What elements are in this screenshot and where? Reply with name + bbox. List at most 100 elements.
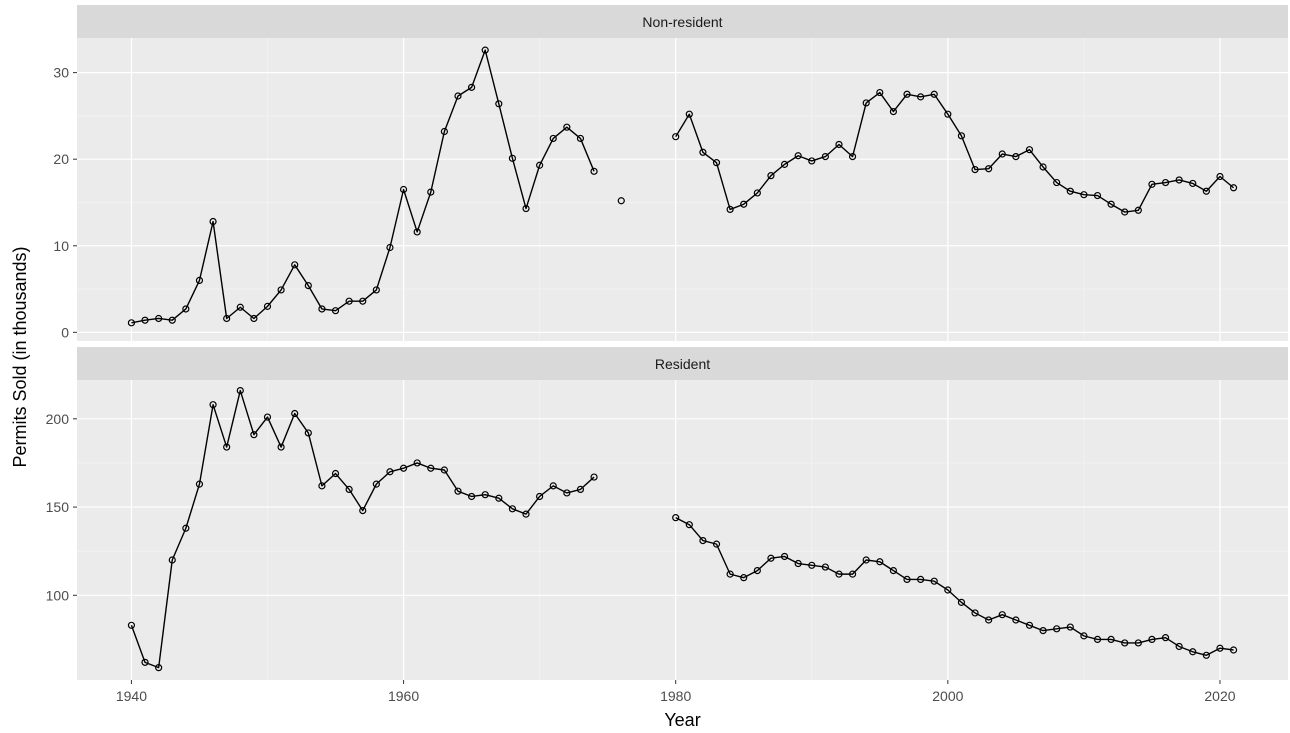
data-point-resident-1956 [345, 485, 353, 494]
y-tick-label-resident: 150 [46, 499, 70, 515]
data-point-non-resident-1948 [236, 303, 244, 311]
data-point-non-resident-1961 [413, 228, 421, 236]
data-point-non-resident-1993 [848, 153, 857, 161]
data-point-non-resident-1970 [536, 161, 544, 169]
data-point-resident-2012 [1107, 635, 1115, 644]
data-point-non-resident-1976 [617, 197, 625, 205]
data-point-resident-2014 [1134, 639, 1142, 647]
data-point-resident-1987 [767, 554, 775, 562]
strip-non-resident [77, 5, 1288, 38]
data-point-resident-2006 [1025, 621, 1034, 629]
data-point-non-resident-1971 [549, 134, 557, 143]
data-point-non-resident-1950 [263, 302, 272, 310]
y-tick-label-non-resident: 0 [61, 324, 69, 340]
data-point-non-resident-1963 [440, 127, 448, 136]
data-point-non-resident-1957 [359, 297, 367, 305]
data-point-non-resident-1946 [209, 217, 217, 226]
data-point-resident-2018 [1189, 648, 1197, 656]
y-tick-label-resident: 200 [46, 411, 70, 427]
data-point-resident-1972 [563, 489, 571, 497]
data-point-resident-1982 [699, 536, 707, 545]
series-layer-resident [77, 380, 1288, 680]
data-point-non-resident-1943 [168, 316, 176, 324]
data-point-non-resident-1992 [835, 140, 843, 149]
y-tick-label-non-resident: 30 [53, 65, 69, 81]
data-point-resident-1963 [440, 466, 448, 474]
data-point-resident-1974 [590, 473, 598, 481]
x-tick-label: 1980 [660, 688, 691, 704]
data-point-non-resident-1965 [468, 83, 476, 91]
data-point-non-resident-1991 [821, 153, 829, 161]
data-point-non-resident-1956 [345, 297, 353, 305]
data-point-resident-2009 [1066, 623, 1074, 631]
data-point-resident-1992 [835, 570, 843, 578]
data-point-resident-1986 [753, 566, 761, 575]
data-point-non-resident-1960 [399, 185, 408, 194]
data-point-non-resident-1994 [862, 99, 870, 107]
data-point-non-resident-2014 [1134, 206, 1142, 214]
data-point-non-resident-1987 [767, 172, 775, 180]
data-point-non-resident-1981 [685, 110, 693, 118]
data-point-non-resident-2012 [1107, 200, 1115, 208]
y-axis-title: Permits Sold (in thousands) [10, 246, 30, 467]
data-point-resident-1962 [427, 464, 435, 472]
data-point-non-resident-1964 [454, 92, 462, 100]
data-point-non-resident-1951 [277, 286, 285, 294]
data-point-non-resident-1940 [127, 319, 136, 327]
data-point-resident-2001 [957, 598, 966, 606]
data-point-resident-2010 [1080, 632, 1088, 640]
data-point-resident-1953 [304, 429, 312, 437]
data-point-resident-1984 [726, 570, 734, 578]
data-point-non-resident-1945 [195, 276, 204, 284]
data-point-non-resident-1949 [250, 314, 258, 323]
data-point-resident-1961 [413, 459, 421, 467]
data-point-non-resident-2002 [971, 165, 979, 174]
data-point-resident-1951 [277, 443, 285, 451]
panel-background-non-resident [77, 38, 1288, 341]
data-point-resident-1946 [209, 401, 217, 409]
data-point-resident-1970 [536, 492, 544, 501]
x-axis-title: Year [664, 710, 700, 730]
data-point-non-resident-2009 [1066, 187, 1074, 195]
data-point-non-resident-1959 [386, 243, 394, 252]
data-point-non-resident-2007 [1039, 163, 1047, 171]
data-point-non-resident-2006 [1025, 146, 1034, 154]
data-point-non-resident-1990 [808, 157, 816, 165]
data-point-non-resident-1973 [576, 134, 585, 143]
data-point-non-resident-2003 [985, 165, 993, 173]
data-point-resident-1948 [236, 386, 244, 395]
data-point-non-resident-1999 [930, 90, 938, 98]
data-point-resident-1999 [930, 577, 938, 585]
data-point-resident-2002 [971, 609, 979, 617]
data-point-resident-1967 [495, 494, 503, 502]
data-point-resident-2000 [944, 586, 952, 594]
data-point-resident-1983 [712, 540, 721, 548]
data-point-non-resident-1998 [917, 93, 925, 101]
data-point-resident-1945 [195, 480, 204, 488]
data-point-resident-1991 [821, 563, 829, 571]
data-point-resident-1960 [399, 464, 408, 472]
data-point-resident-1994 [862, 556, 870, 564]
data-point-resident-1973 [576, 485, 585, 494]
x-tick-label: 1960 [388, 688, 419, 704]
data-point-non-resident-2011 [1093, 191, 1102, 200]
data-point-resident-1952 [291, 409, 299, 418]
y-tick-label-non-resident: 10 [53, 238, 69, 254]
data-point-non-resident-2019 [1202, 187, 1210, 195]
data-point-resident-2015 [1148, 635, 1156, 644]
panel-background-resident [77, 380, 1288, 680]
data-point-resident-2007 [1039, 626, 1047, 635]
data-point-non-resident-1958 [372, 286, 380, 294]
data-point-non-resident-1995 [876, 88, 884, 97]
data-point-non-resident-2020 [1216, 172, 1224, 181]
data-point-non-resident-1947 [223, 314, 231, 323]
series-line-non-resident [675, 91, 1235, 213]
data-point-non-resident-1982 [699, 148, 707, 156]
data-point-resident-1957 [359, 506, 367, 515]
data-point-non-resident-1942 [155, 314, 163, 323]
data-point-non-resident-1984 [726, 205, 734, 214]
strip-label-resident: Resident [655, 356, 710, 372]
data-point-resident-1981 [685, 521, 693, 529]
data-point-non-resident-1972 [563, 123, 571, 131]
